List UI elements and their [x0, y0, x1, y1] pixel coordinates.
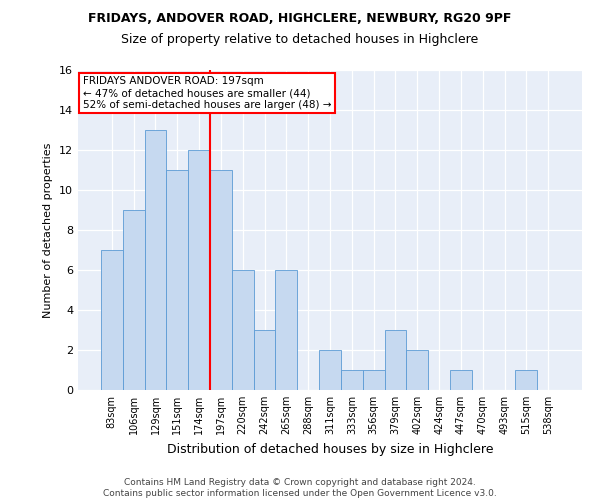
Bar [188, 150, 210, 390]
Bar [319, 350, 341, 390]
Text: Contains HM Land Registry data © Crown copyright and database right 2024.
Contai: Contains HM Land Registry data © Crown c… [103, 478, 497, 498]
Text: FRIDAYS ANDOVER ROAD: 197sqm
← 47% of detached houses are smaller (44)
52% of se: FRIDAYS ANDOVER ROAD: 197sqm ← 47% of de… [83, 76, 332, 110]
X-axis label: Distribution of detached houses by size in Highclere: Distribution of detached houses by size … [167, 442, 493, 456]
Bar [254, 330, 275, 390]
Bar [385, 330, 406, 390]
Bar [363, 370, 385, 390]
Text: Size of property relative to detached houses in Highclere: Size of property relative to detached ho… [121, 32, 479, 46]
Bar [145, 130, 166, 390]
Bar [210, 170, 232, 390]
Bar [232, 270, 254, 390]
Bar [515, 370, 537, 390]
Bar [166, 170, 188, 390]
Bar [101, 250, 123, 390]
Text: FRIDAYS, ANDOVER ROAD, HIGHCLERE, NEWBURY, RG20 9PF: FRIDAYS, ANDOVER ROAD, HIGHCLERE, NEWBUR… [88, 12, 512, 26]
Bar [406, 350, 428, 390]
Bar [123, 210, 145, 390]
Bar [275, 270, 297, 390]
Bar [341, 370, 363, 390]
Bar [450, 370, 472, 390]
Y-axis label: Number of detached properties: Number of detached properties [43, 142, 53, 318]
